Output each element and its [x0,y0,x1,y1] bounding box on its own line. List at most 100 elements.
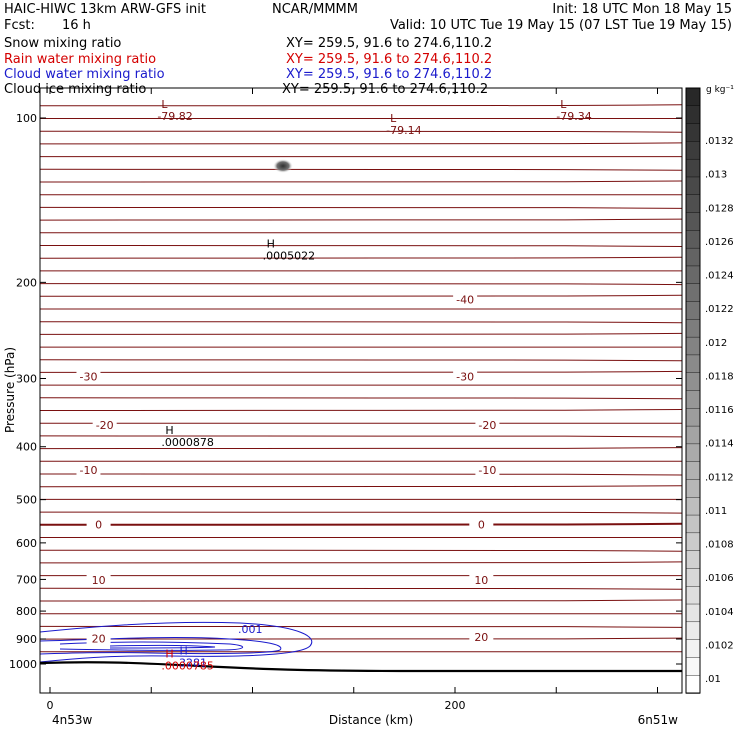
isotherm-line [40,370,682,373]
isotherm-label-bg [86,573,111,586]
isotherm-line [40,332,682,335]
org-label: NCAR/MMMM [272,2,358,17]
extremum-value: -79.14 [386,124,421,137]
isotherm-label-bg [86,632,111,645]
y-tick-label: 100 [16,112,37,125]
colorbar-tick-label: .011 [705,506,727,517]
colorbar-segment [685,141,701,160]
isotherm-label-bg [92,418,117,431]
colorbar-segment [685,194,701,214]
colorbar-segment [685,105,701,125]
colorbar-segment [685,461,701,481]
isotherm-label: 10 [92,574,106,587]
isotherm-label: -20 [96,419,114,432]
colorbar: .0132 .013 .0128 .0126 .0124 .0122 .012 .0118 .0… [685,87,734,694]
y-tick-label: 200 [16,276,37,289]
isotherm-line [40,473,682,476]
isotherm-line [40,256,682,259]
y-tick-label: 700 [16,573,37,586]
y-tick-label: 900 [16,633,37,646]
isotherm-line [40,359,682,362]
colorbar-unit: g kg⁻¹ [706,85,734,95]
colorbar-tick-label: .0128 [705,203,734,214]
isotherm-line [40,168,682,171]
model-title: HAIC-HIWC 13km ARW-GFS init [4,2,206,17]
x-tick-label: 0 [47,699,54,712]
isotherm-label: 20 [92,632,106,645]
colorbar-frame [685,87,701,694]
isotherm-line [40,130,682,133]
colorbar-segment [685,675,701,694]
isotherm-label: 20 [474,631,488,644]
colorbar-segment [685,372,701,392]
isotherm-label: -10 [478,464,496,477]
colorbar-segment [685,354,701,374]
isotherm-label-bg [469,573,494,586]
fcst-label: Fcst: [4,18,35,33]
isotherm-label-bg [453,293,478,306]
colorbar-segment [685,497,701,516]
colorbar-segment [685,230,701,249]
colorbar-tick-label: .0104 [705,607,734,618]
colorbar-tick-label: .0122 [705,304,734,315]
isotherm-line [40,435,682,438]
colorbar-segment [685,443,701,463]
isotherm-line [40,625,682,628]
isotherm-label: -10 [79,464,97,477]
colorbar-tick-label: .0106 [705,573,734,584]
colorbar-segment [685,336,701,356]
colorbar-segment [685,87,701,107]
field-name-snow: Snow mixing ratio [4,36,121,51]
isotherm-label: -20 [478,419,496,432]
colorbar-segment [685,301,701,321]
isotherm-line [40,447,682,450]
cloud-water-contour-mid [39,636,282,655]
init-time: Init: 18 UTC Mon 18 May 15 [552,2,732,17]
isotherm-label: 10 [474,574,488,587]
colorbar-segment [685,425,701,445]
isotherm-line [40,511,682,514]
y-tick-label: 500 [16,494,37,507]
isotherm-line [40,245,682,247]
colorbar-segment [685,621,701,641]
header: HAIC-HIWC 13km ARW-GFS init NCAR/MMMM In… [4,2,732,97]
extremum-value: .0000878 [161,436,214,449]
isotherm-line [40,321,682,324]
x-tick-label: 200 [445,699,466,712]
isotherm-line [40,522,682,526]
isotherm-line [40,283,682,286]
isotherm-line [40,206,682,209]
colorbar-segment [685,603,701,623]
extremum-value: .0000785 [161,659,214,672]
isotherm-line [40,180,682,183]
isotherm-line [40,599,682,602]
extremum-value: -79.34 [556,110,591,123]
isotherm-line [40,409,682,411]
extremum-marker: L [390,112,397,125]
isotherm-label: -40 [456,294,474,307]
colorbar-segment [685,265,701,285]
field-xy-cloud-water: XY= 259.5, 91.6 to 274.6,110.2 [286,67,492,82]
colorbar-tick-label: .0112 [705,472,734,483]
colorbar-segment [685,408,701,427]
field-xy-snow: XY= 259.5, 91.6 to 274.6,110.2 [286,36,492,51]
colorbar-segment [685,123,701,143]
isotherm-line [40,218,682,221]
extremum-marker: L [161,98,168,111]
cloud-water-contours [39,621,313,663]
isotherm-label-bg [76,370,101,383]
colorbar-segment [685,158,701,178]
colorbar-tick-label: .0114 [705,439,734,450]
isotherm-line [40,549,682,552]
isotherm-line [40,104,682,107]
isotherm-line [40,485,682,488]
colorbar-segment [685,247,701,267]
colorbar-tick-label: .013 [705,170,727,181]
field-xy-rain: XY= 259.5, 91.6 to 274.6,110.2 [286,52,492,67]
cloud-water-contour-inner [59,641,243,651]
field-xy-cloud-ice: XY= 259.5, 91.6 to 274.6,110.2 [282,82,488,97]
colorbar-tick-label: .0124 [705,271,734,282]
isotherm-line [40,397,682,400]
